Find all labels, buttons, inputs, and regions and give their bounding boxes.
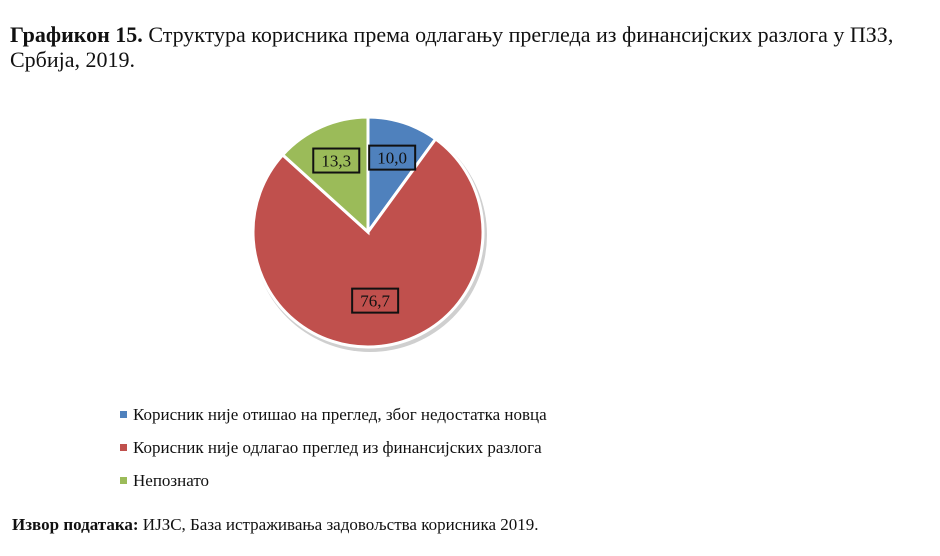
legend-label: Корисник није одлагао преглед из финанси…: [133, 437, 542, 457]
svg-text:13,3: 13,3: [321, 152, 351, 171]
legend-label: Непознато: [133, 470, 210, 490]
data-label-unknown: 13,3: [312, 147, 361, 174]
svg-text:10,0: 10,0: [377, 149, 407, 168]
legend-item: Непознато: [120, 464, 547, 497]
legend-item: Корисник није отишао на преглед, због не…: [120, 398, 547, 431]
chart-caption: Графикон 15. Структура корисника према о…: [10, 22, 925, 72]
chart-legend: Корисник није отишао на преглед, због не…: [120, 398, 547, 497]
data-label-not-delayed: 76,7: [351, 287, 400, 314]
svg-text:76,7: 76,7: [360, 292, 390, 311]
caption-label: Графикон 15.: [10, 22, 143, 47]
pie-slice-unknown: [280, 115, 370, 236]
legend-label: Корисник није отишао на преглед, због не…: [133, 404, 547, 424]
data-label-no-money: 10,0: [368, 144, 417, 171]
pie-slice-not-delayed: [251, 136, 485, 349]
pie-chart: 10,0 76,7 13,3: [251, 115, 487, 352]
legend-item: Корисник није одлагао преглед из финанси…: [120, 431, 547, 464]
legend-swatch-blue: [120, 411, 127, 418]
caption-text: Структура корисника према одлагању прегл…: [10, 22, 894, 72]
legend-swatch-red: [120, 444, 127, 451]
source-label: Извор података:: [12, 515, 139, 534]
legend-swatch-green: [120, 477, 127, 484]
source-note: Извор података: ИЈЗС, База истраживања з…: [12, 515, 539, 535]
source-text: ИЈЗС, База истраживања задовољства корис…: [138, 515, 539, 534]
